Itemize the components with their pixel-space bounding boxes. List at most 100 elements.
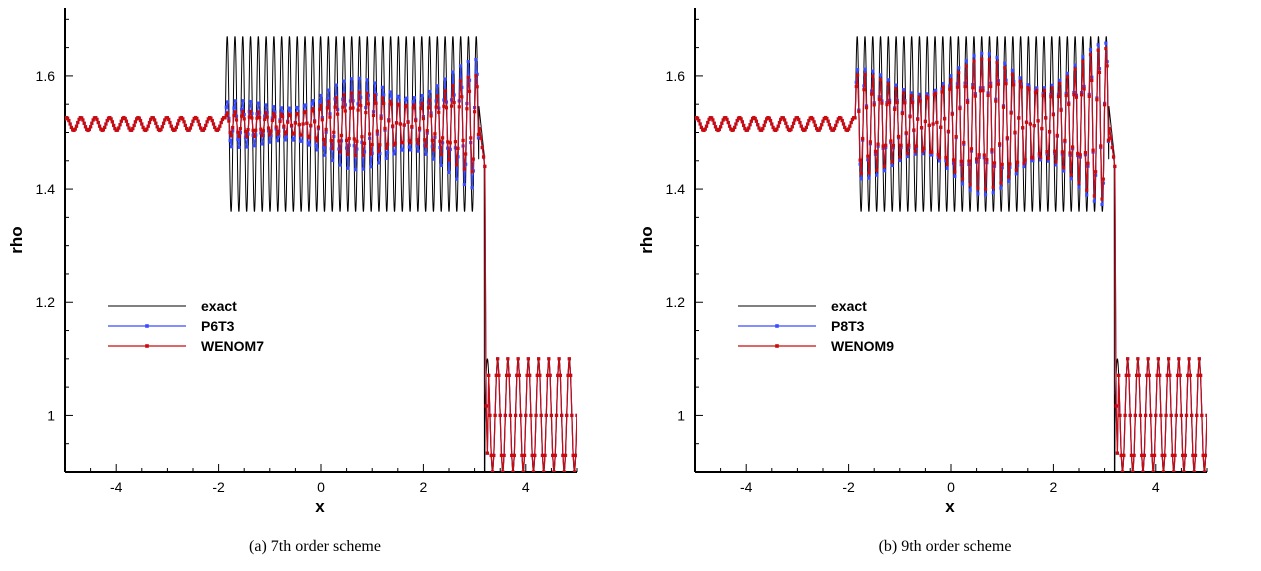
data-point [109, 117, 113, 121]
data-point [293, 121, 297, 125]
data-point [364, 110, 368, 115]
data-point [1097, 70, 1102, 75]
data-point [867, 176, 871, 180]
data-point [1077, 181, 1081, 185]
data-point [324, 127, 328, 132]
data-point [552, 470, 556, 472]
data-point [313, 120, 317, 124]
data-point [266, 126, 271, 130]
data-point [384, 156, 388, 160]
data-point [927, 123, 931, 127]
data-point [1059, 108, 1063, 112]
data-point [197, 123, 201, 127]
x-tick-label: 0 [947, 479, 955, 495]
data-point [519, 413, 523, 418]
data-point [264, 111, 268, 115]
data-point [1202, 470, 1207, 472]
data-point [940, 87, 944, 91]
data-point [462, 182, 466, 187]
data-point [211, 122, 216, 126]
data-point [443, 89, 447, 93]
data-point [355, 147, 359, 151]
data-point [362, 150, 367, 154]
data-point [560, 413, 564, 418]
data-point [516, 357, 520, 361]
data-point [1165, 373, 1169, 378]
data-point [428, 89, 432, 94]
data-point [921, 149, 925, 153]
data-point [240, 114, 244, 118]
data-point [1128, 413, 1132, 418]
data-point [1065, 71, 1070, 75]
data-point [224, 113, 228, 118]
data-point [538, 373, 542, 378]
data-point [1150, 453, 1154, 458]
data-point [225, 100, 230, 104]
data-point [429, 114, 433, 118]
data-point [259, 131, 263, 135]
data-point [219, 120, 223, 125]
data-point [151, 116, 155, 120]
data-point [1054, 160, 1058, 164]
data-point [706, 120, 710, 125]
y-tick-label: 1 [677, 407, 685, 423]
data-point [168, 120, 172, 125]
data-point [699, 125, 703, 130]
data-point [257, 115, 262, 120]
data-point [196, 119, 200, 123]
data-point [233, 99, 237, 103]
data-point [393, 149, 397, 153]
data-point [238, 130, 242, 135]
data-point [185, 126, 189, 131]
data-point [401, 141, 405, 145]
data-point [195, 116, 199, 121]
data-point [877, 97, 881, 101]
data-point [1118, 413, 1122, 418]
data-point [1040, 126, 1044, 131]
data-point [373, 93, 377, 97]
data-point [412, 103, 417, 107]
data-point [95, 117, 99, 122]
data-point [886, 78, 890, 82]
data-point [1120, 470, 1125, 472]
data-point [1079, 93, 1084, 97]
data-point [843, 125, 847, 130]
data-point [475, 85, 479, 89]
chart-panel-b: -4 -2 0 2 4 1 1.2 1.4 1.6 x rho exact P8T3 WENOM9 (b)… [630, 0, 1260, 571]
data-point [817, 128, 821, 132]
data-point [1069, 173, 1073, 177]
data-point [306, 141, 310, 145]
data-point [438, 145, 442, 150]
data-point [407, 139, 411, 143]
data-point [1137, 373, 1141, 378]
x-axis-title: x [945, 497, 955, 516]
data-point [763, 120, 767, 124]
data-point [986, 93, 990, 98]
data-point [1003, 66, 1007, 70]
data-point [1133, 413, 1137, 418]
data-point [351, 106, 355, 110]
data-point [1096, 43, 1100, 47]
data-point [569, 373, 573, 378]
data-point [228, 130, 232, 135]
data-point [353, 168, 358, 172]
data-point [953, 170, 957, 174]
data-point [871, 69, 875, 73]
data-point [904, 131, 908, 135]
data-point [281, 114, 285, 118]
legend: exact P6T3 WENOM7 [108, 298, 264, 354]
data-point [1158, 373, 1162, 378]
data-point [553, 453, 557, 458]
data-point [455, 177, 459, 181]
data-point [423, 138, 427, 142]
data-point [241, 109, 245, 113]
data-point [330, 146, 335, 151]
data-point [466, 75, 470, 79]
data-point [859, 171, 863, 176]
data-point [1051, 113, 1055, 117]
data-point [89, 125, 93, 129]
data-point [272, 105, 276, 109]
data-point [274, 125, 278, 129]
data-point [880, 101, 884, 105]
data-point [999, 181, 1003, 185]
